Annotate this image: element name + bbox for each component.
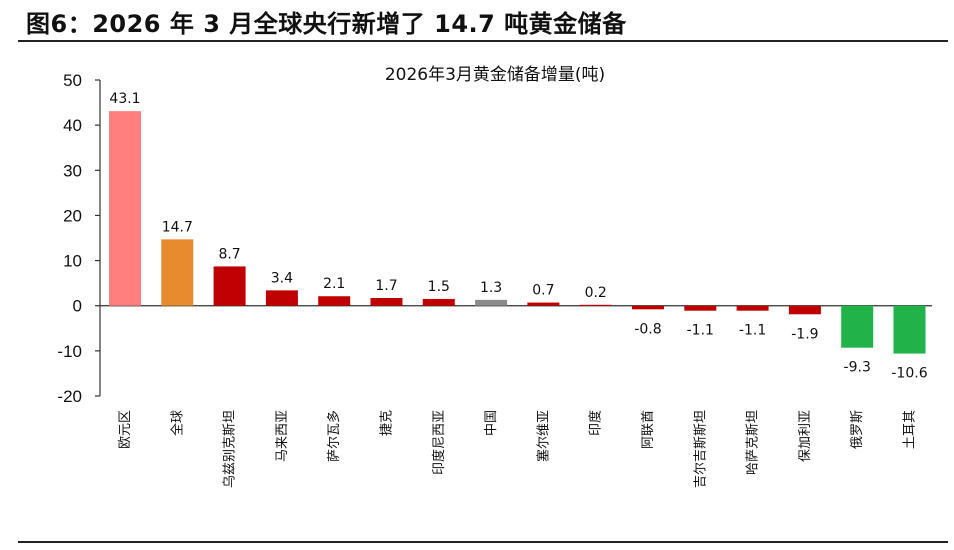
category-label: 印度	[588, 410, 604, 436]
category-label: 印度尼西亚	[431, 410, 447, 475]
figure-title: 图6：2026 年 3 月全球央行新增了 14.7 吨黄金储备	[26, 10, 627, 38]
chart-axes: 50 40 30 20 10 0 -10 -20	[57, 71, 932, 406]
bar-value-label: -9.3	[844, 360, 871, 376]
bar	[579, 304, 612, 307]
bar	[475, 299, 508, 306]
bar-value-label: 1.5	[428, 279, 450, 295]
bar	[422, 298, 455, 306]
y-tick-label: 30	[63, 161, 82, 180]
bar-value-label: -1.9	[791, 326, 818, 342]
category-label: 马来西亚	[275, 410, 290, 462]
category-label: 塞尔维亚	[535, 410, 551, 462]
y-tick-label: -20	[57, 387, 82, 406]
bar-value-label: 43.1	[109, 91, 140, 107]
category-label: 乌兹别克斯坦	[222, 410, 238, 488]
category-label: 阿联酋	[640, 410, 656, 449]
chart-data-labels: 43.1 14.7 8.7 3.4 2.1 1.7 1.5 1.3 0.7 0.2 -0.8 -1.1…	[109, 91, 927, 381]
bar	[265, 290, 298, 306]
bar-value-label: 0.2	[585, 285, 607, 301]
bottom-divider	[18, 541, 948, 543]
chart-category-labels: 欧元区 全球 乌兹别克斯坦 马来西亚 萨尔瓦多 捷克 印度尼西亚 中国 塞尔维亚 印度 阿联酋 吉尔吉…	[118, 410, 918, 488]
y-tick-label: 20	[63, 206, 82, 225]
bar	[841, 305, 874, 348]
bar-value-label: 2.1	[323, 276, 345, 292]
category-label: 中国	[484, 410, 499, 436]
bar	[893, 305, 926, 354]
y-tick-label: -10	[57, 342, 82, 361]
chart-title: 2026年3月黄金储备增量(吨)	[385, 65, 605, 85]
bar	[736, 305, 769, 311]
y-tick-label: 50	[63, 71, 82, 90]
bar-value-label: 8.7	[218, 246, 240, 262]
bar	[632, 305, 664, 310]
category-label: 捷克	[380, 410, 395, 436]
bar-value-label: 1.3	[480, 280, 502, 296]
bar-value-label: -0.8	[634, 321, 661, 337]
category-label: 土耳其	[903, 410, 918, 449]
category-label: 哈萨克斯坦	[746, 410, 761, 475]
bar-value-label: 3.4	[271, 270, 293, 286]
y-tick-label: 10	[63, 252, 82, 271]
bar-value-label: 14.7	[162, 219, 193, 235]
bar-value-label: -1.1	[739, 323, 766, 339]
category-label: 保加利亚	[798, 410, 813, 462]
category-label: 俄罗斯	[850, 410, 865, 449]
bar	[161, 239, 194, 306]
bar-value-label: 0.7	[532, 283, 554, 299]
y-tick-label: 0	[73, 297, 82, 316]
top-divider	[18, 40, 948, 42]
chart-bars	[109, 111, 926, 354]
bar	[527, 302, 560, 306]
bar	[318, 296, 351, 306]
category-label: 吉尔吉斯斯坦	[693, 410, 708, 488]
bar-value-label: -1.1	[687, 323, 714, 339]
bar	[370, 298, 403, 306]
bar	[684, 305, 717, 311]
bar	[788, 305, 821, 315]
bar	[109, 111, 141, 306]
category-label: 全球	[169, 410, 185, 436]
y-tick-label: 40	[63, 116, 82, 135]
bar-value-label: 1.7	[375, 278, 397, 294]
category-label: 欧元区	[118, 410, 133, 449]
category-label: 萨尔瓦多	[326, 410, 342, 462]
bar-value-label: -10.6	[891, 366, 927, 382]
bar	[213, 266, 246, 306]
